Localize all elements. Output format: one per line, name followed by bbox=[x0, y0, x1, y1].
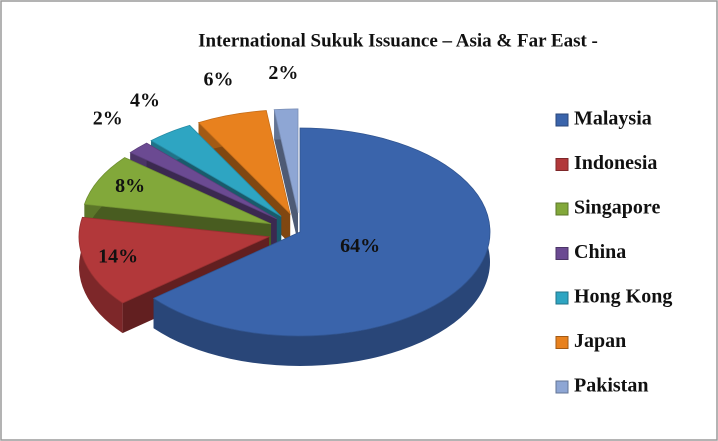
slice-side bbox=[274, 109, 298, 243]
legend-label: Malaysia bbox=[574, 108, 652, 130]
slice-top bbox=[129, 142, 277, 220]
pie-slice bbox=[152, 127, 491, 367]
legend-label: Pakistan bbox=[574, 375, 648, 397]
legend-swatch bbox=[555, 380, 569, 394]
legend-swatch bbox=[555, 291, 569, 305]
data-label: 14% bbox=[98, 246, 138, 268]
legend-label: Indonesia bbox=[574, 152, 657, 174]
data-label: 2% bbox=[268, 62, 298, 84]
data-label: 4% bbox=[130, 89, 160, 111]
legend-swatch bbox=[555, 113, 569, 127]
slice-top bbox=[78, 216, 271, 304]
data-label: 2% bbox=[93, 108, 123, 130]
chart-title: International Sukuk Issuance – Asia & Fa… bbox=[198, 30, 598, 51]
legend-label: Hong Kong bbox=[574, 286, 672, 308]
data-label: 64% bbox=[340, 235, 380, 257]
slice-top bbox=[150, 124, 282, 217]
data-label: 8% bbox=[115, 175, 145, 197]
slice-top bbox=[197, 110, 291, 216]
pie-slice bbox=[273, 108, 299, 243]
slice-top bbox=[273, 108, 299, 213]
legend-swatch bbox=[555, 158, 569, 171]
data-label: 6% bbox=[203, 69, 233, 91]
slice-wall bbox=[153, 128, 491, 367]
legend-label: China bbox=[574, 241, 626, 263]
legend-label: Singapore bbox=[574, 197, 660, 219]
slice-wall bbox=[79, 217, 123, 334]
legend-label: Japan bbox=[574, 330, 626, 352]
legend-swatch bbox=[555, 336, 569, 349]
slice-top bbox=[152, 127, 491, 337]
legend-swatch bbox=[555, 247, 569, 260]
slice-top bbox=[83, 157, 272, 225]
legend-swatch bbox=[555, 202, 569, 216]
